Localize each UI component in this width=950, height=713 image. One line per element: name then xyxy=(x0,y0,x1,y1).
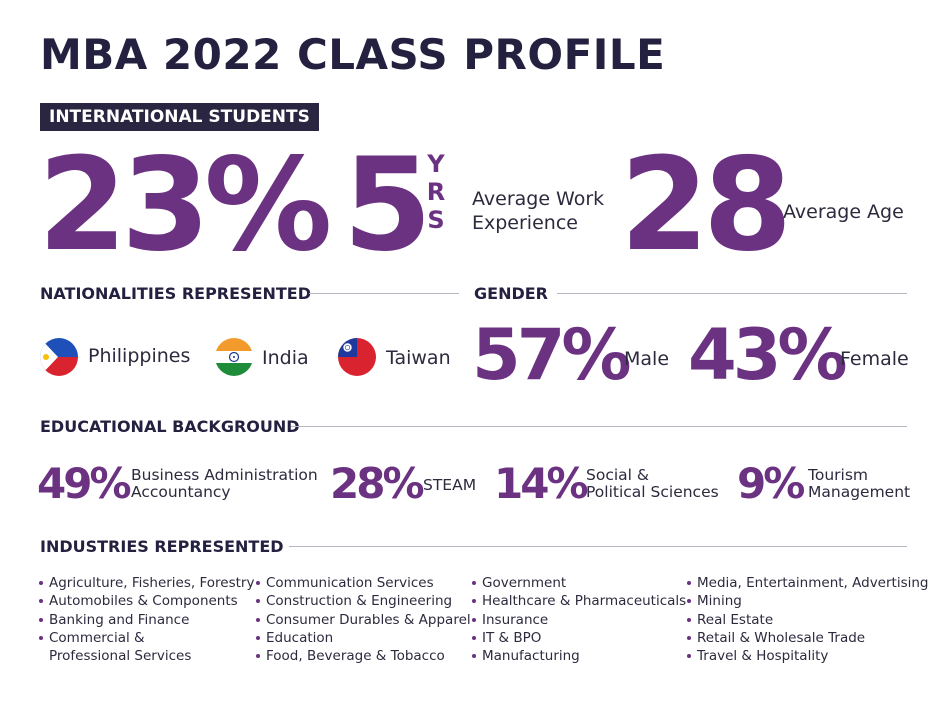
male-label: Male xyxy=(624,348,670,370)
industry-item: Automobiles & Components xyxy=(39,592,254,610)
yrs-letter-y: Y xyxy=(427,150,445,178)
industry-item: Mining xyxy=(687,592,929,610)
industries-column-2: Communication Services Construction & En… xyxy=(256,574,471,665)
education-divider xyxy=(291,426,907,427)
nationalities-divider xyxy=(309,293,459,294)
industries-column-3: Government Healthcare & Pharmaceuticals … xyxy=(472,574,686,665)
philippines-flag-icon xyxy=(40,338,78,376)
industry-item: Healthcare & Pharmaceuticals xyxy=(472,592,686,610)
average-age-label: Average Age xyxy=(783,201,904,223)
education-pct-tourism: 9% xyxy=(737,459,805,508)
work-years-value: 5 xyxy=(343,131,432,280)
industry-item: Food, Beverage & Tobacco xyxy=(256,647,471,665)
gender-divider xyxy=(557,293,907,294)
industry-item: Real Estate xyxy=(687,611,929,629)
industries-column-1: Agriculture, Fisheries, Forestry Automob… xyxy=(39,574,254,665)
education-label-business-line1: Business Administration xyxy=(131,466,318,484)
industry-item: Communication Services xyxy=(256,574,471,592)
international-students-badge: INTERNATIONAL STUDENTS xyxy=(40,103,319,131)
industry-item: Manufacturing xyxy=(472,647,686,665)
india-flag-icon xyxy=(215,338,253,376)
industries-heading: INDUSTRIES REPRESENTED xyxy=(40,537,284,556)
industry-item: Media, Entertainment, Advertising xyxy=(687,574,929,592)
industry-item: Commercial & xyxy=(39,629,254,647)
education-pct-social: 14% xyxy=(494,459,589,508)
industry-item-continuation: Professional Services xyxy=(49,648,192,665)
yrs-unit: Y R S xyxy=(424,150,448,234)
yrs-letter-s: S xyxy=(427,206,445,234)
country-philippines: Philippines xyxy=(88,345,191,367)
industry-item: Retail & Wholesale Trade xyxy=(687,629,929,647)
industries-column-4: Media, Entertainment, Advertising Mining… xyxy=(687,574,929,665)
education-label-social: Social & Political Sciences xyxy=(586,467,719,501)
female-label: Female xyxy=(840,348,909,370)
female-pct: 43% xyxy=(688,314,848,396)
male-pct: 57% xyxy=(472,314,632,396)
education-pct-business: 49% xyxy=(37,459,132,508)
work-experience-label: Average Work Experience xyxy=(472,187,604,235)
industry-item: Agriculture, Fisheries, Forestry xyxy=(39,574,254,592)
education-label-business: Business Administration Accountancy xyxy=(131,467,318,501)
industry-item: Consumer Durables & Apparel xyxy=(256,611,471,629)
gender-heading: GENDER xyxy=(474,284,548,303)
industry-item: Travel & Hospitality xyxy=(687,647,929,665)
international-students-pct: 23% xyxy=(38,131,332,280)
yrs-letter-r: R xyxy=(426,178,446,206)
education-label-business-line2: Accountancy xyxy=(131,483,231,501)
education-label-tourism-line2: Management xyxy=(808,483,911,501)
country-taiwan: Taiwan xyxy=(386,347,451,369)
industry-item: Insurance xyxy=(472,611,686,629)
education-label-tourism-line1: Tourism xyxy=(808,466,868,484)
average-age-value: 28 xyxy=(620,131,792,280)
industry-item: Construction & Engineering xyxy=(256,592,471,610)
industry-item: Government xyxy=(472,574,686,592)
nationalities-heading: NATIONALITIES REPRESENTED xyxy=(40,284,312,303)
education-label-tourism: Tourism Management xyxy=(808,467,910,501)
industry-item: Banking and Finance xyxy=(39,611,254,629)
education-label-social-line1: Social & xyxy=(586,466,649,484)
education-heading: EDUCATIONAL BACKGROUND xyxy=(40,417,300,436)
work-experience-label-line1: Average Work xyxy=(472,188,605,210)
education-label-steam: STEAM xyxy=(423,476,477,494)
country-india: India xyxy=(262,347,309,369)
page-title: MBA 2022 CLASS PROFILE xyxy=(40,30,666,79)
education-label-social-line2: Political Sciences xyxy=(586,483,719,501)
industry-item: IT & BPO xyxy=(472,629,686,647)
education-pct-steam: 28% xyxy=(330,459,425,508)
industries-divider xyxy=(289,546,907,547)
taiwan-flag-icon xyxy=(338,338,376,376)
work-experience-label-line2: Experience xyxy=(472,212,578,234)
industry-item: Education xyxy=(256,629,471,647)
